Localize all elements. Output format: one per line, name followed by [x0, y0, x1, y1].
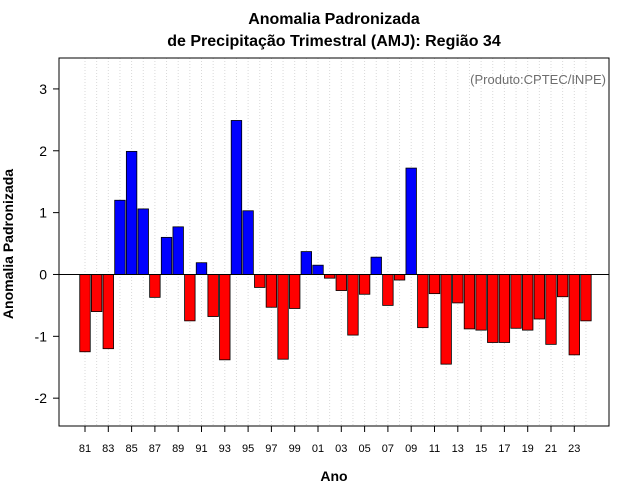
bar-16	[487, 274, 499, 343]
x-tick-label: 99	[289, 443, 301, 455]
x-tick-label: 13	[452, 443, 464, 455]
bar-01	[312, 264, 324, 275]
bar-00	[300, 251, 313, 275]
bar-06	[370, 256, 382, 275]
bar-10	[417, 274, 429, 329]
bar-94	[230, 120, 243, 275]
credit-text: (Produto:CPTEC/INPE)	[470, 72, 606, 87]
x-tick-label: 05	[358, 443, 370, 455]
bar-11	[428, 274, 441, 295]
chart-title-line2: de Precipitação Trimestral (AMJ): Região…	[167, 33, 501, 50]
bar-17	[498, 274, 511, 343]
x-axis: 81 83 85 87 89 91 93 95 97 99 01 03 05 07 09 11 13 15 17 19…	[79, 426, 580, 455]
y-tick-label: -2	[35, 390, 48, 406]
y-tick-label: 2	[39, 143, 47, 159]
bar-81	[79, 274, 91, 353]
x-tick-label: 93	[219, 443, 231, 455]
y-tick-label: 0	[39, 266, 47, 282]
y-tick-label: -1	[35, 328, 48, 344]
bar-20	[533, 274, 545, 320]
bar-23	[568, 274, 580, 356]
x-tick-label: 81	[79, 443, 91, 455]
bar-84	[114, 199, 126, 275]
x-tick-label: 87	[149, 443, 161, 455]
x-tick-label: 91	[195, 443, 207, 455]
bar-90	[184, 274, 196, 322]
y-axis-title: Anomalia Padronizada	[0, 169, 16, 319]
x-tick-label: 03	[335, 443, 347, 455]
x-tick-label: 83	[102, 443, 114, 455]
bar-96	[254, 274, 266, 288]
bar-24	[580, 274, 592, 322]
grid-lines	[84, 58, 587, 426]
bar-87	[149, 274, 161, 298]
bar-21	[545, 274, 557, 345]
bar-99	[289, 274, 301, 309]
bar-95	[242, 210, 254, 275]
x-tick-label: 07	[382, 443, 394, 455]
x-tick-label: 95	[242, 443, 254, 455]
bar-86	[137, 208, 149, 275]
x-tick-label: 11	[429, 443, 440, 455]
bar-12	[440, 274, 452, 365]
bar-03	[335, 274, 347, 291]
x-tick-label: 15	[475, 443, 487, 455]
bar-02	[323, 274, 336, 279]
bar-14	[463, 274, 476, 330]
bar-04	[347, 274, 359, 336]
x-tick-label: 85	[125, 443, 137, 455]
bar-97	[265, 274, 278, 308]
bar-89	[172, 226, 184, 275]
x-tick-label: 23	[568, 443, 580, 455]
y-tick-label: 3	[39, 81, 47, 97]
bar-88	[160, 236, 173, 275]
bar-91	[195, 262, 208, 275]
bar-15	[475, 274, 487, 331]
bar-82	[91, 274, 103, 312]
x-tick-label: 19	[522, 443, 534, 455]
bar-93	[219, 274, 231, 361]
x-tick-label: 97	[265, 443, 277, 455]
bar-05	[358, 274, 371, 295]
y-tick-label: 1	[39, 205, 47, 221]
chart-title-line1: Anomalia Padronizada	[248, 11, 420, 28]
x-tick-label: 09	[405, 443, 417, 455]
x-tick-label: 89	[172, 443, 184, 455]
bars	[79, 120, 592, 365]
bar-19	[522, 274, 534, 331]
y-axis: -2 -1 0 1 2 3	[35, 81, 59, 406]
bar-18	[510, 274, 522, 329]
bar-13	[452, 274, 464, 304]
bar-98	[277, 274, 289, 360]
bar-07	[382, 274, 394, 306]
x-tick-label: 17	[498, 443, 510, 455]
bar-08	[393, 274, 406, 281]
plot-frame	[58, 57, 610, 427]
x-tick-label: 21	[545, 443, 557, 455]
x-tick-label: 01	[312, 443, 324, 455]
bar-92	[207, 274, 219, 317]
bar-83	[102, 274, 114, 350]
bar-85	[125, 150, 138, 275]
bar-22	[557, 274, 569, 298]
bar-09	[405, 167, 417, 275]
x-axis-title: Ano	[320, 468, 347, 484]
